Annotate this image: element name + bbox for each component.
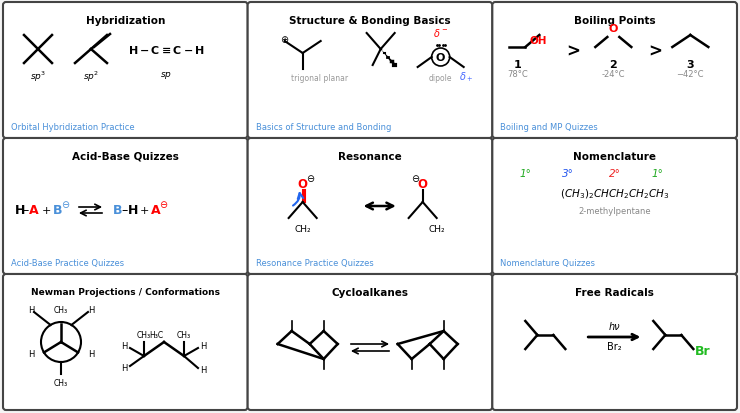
Text: 1°: 1°	[651, 169, 663, 178]
Polygon shape	[380, 50, 394, 68]
Text: –: –	[23, 204, 29, 217]
FancyBboxPatch shape	[3, 3, 248, 139]
Text: $(CH_3)_2CHCH_2CH_2CH_3$: $(CH_3)_2CHCH_2CH_2CH_3$	[560, 187, 669, 200]
Text: H: H	[88, 350, 94, 358]
Text: $\delta_+$: $\delta_+$	[459, 70, 473, 83]
Text: O: O	[297, 178, 308, 191]
Text: hν: hν	[608, 321, 620, 331]
Text: H: H	[28, 350, 34, 358]
Text: +: +	[139, 206, 149, 216]
Text: ⊖: ⊖	[159, 199, 167, 209]
Text: Orbital Hybridization Practice: Orbital Hybridization Practice	[11, 123, 135, 132]
Text: O: O	[608, 24, 618, 34]
Text: $sp^2$: $sp^2$	[83, 70, 99, 84]
Text: CH₃: CH₃	[54, 305, 68, 314]
Text: H₃C: H₃C	[149, 330, 163, 339]
Text: CH₃: CH₃	[54, 378, 68, 387]
FancyBboxPatch shape	[248, 3, 492, 139]
FancyBboxPatch shape	[248, 139, 492, 274]
Text: OH: OH	[529, 36, 547, 46]
Text: B: B	[113, 204, 123, 217]
Text: Boiling Points: Boiling Points	[574, 16, 656, 26]
Text: 3: 3	[687, 60, 694, 70]
Text: H: H	[200, 342, 206, 351]
Text: A: A	[29, 204, 38, 217]
Text: $\delta^-$: $\delta^-$	[433, 27, 448, 39]
Text: H: H	[121, 363, 128, 373]
Text: H: H	[200, 366, 206, 375]
Text: 3°: 3°	[562, 169, 574, 178]
Text: Resonance Practice Quizzes: Resonance Practice Quizzes	[255, 259, 374, 267]
Text: Nomenclature Quizzes: Nomenclature Quizzes	[500, 259, 596, 267]
Text: Cycloalkanes: Cycloalkanes	[332, 287, 408, 297]
Text: H: H	[121, 342, 128, 351]
Text: −42°C: −42°C	[676, 70, 704, 79]
FancyBboxPatch shape	[492, 3, 737, 139]
Text: Br₂: Br₂	[607, 341, 622, 351]
Text: $sp^3$: $sp^3$	[30, 70, 46, 84]
Text: H: H	[15, 204, 25, 217]
Text: B: B	[53, 204, 63, 217]
Text: 2°: 2°	[610, 169, 622, 178]
Text: ⊕: ⊕	[280, 35, 289, 45]
FancyBboxPatch shape	[3, 139, 248, 274]
Text: >: >	[566, 43, 580, 61]
Text: 2-methylpentane: 2-methylpentane	[579, 207, 651, 216]
Text: -24°C: -24°C	[602, 70, 625, 79]
Text: dipole: dipole	[429, 74, 452, 83]
Text: $\mathbf{H-C{\equiv}C-H}$: $\mathbf{H-C{\equiv}C-H}$	[127, 44, 204, 56]
Text: ⊖: ⊖	[306, 173, 314, 183]
Text: A: A	[151, 204, 161, 217]
Text: H: H	[28, 306, 34, 315]
Text: O: O	[417, 178, 428, 191]
Text: 78°C: 78°C	[507, 70, 528, 79]
FancyBboxPatch shape	[3, 274, 248, 410]
Text: >: >	[648, 43, 662, 61]
Text: $sp$: $sp$	[160, 70, 172, 81]
Text: +: +	[41, 206, 50, 216]
Text: Boiling and MP Quizzes: Boiling and MP Quizzes	[500, 123, 598, 132]
Text: Basics of Structure and Bonding: Basics of Structure and Bonding	[255, 123, 391, 132]
Text: CH₃: CH₃	[137, 330, 151, 339]
Text: Free Radicals: Free Radicals	[575, 287, 654, 297]
Text: Acid-Base Quizzes: Acid-Base Quizzes	[72, 152, 179, 161]
Text: Structure & Bonding Basics: Structure & Bonding Basics	[289, 16, 451, 26]
Text: Nomenclature: Nomenclature	[574, 152, 656, 161]
FancyBboxPatch shape	[492, 139, 737, 274]
Text: H: H	[88, 306, 94, 315]
Text: CH₂: CH₂	[428, 224, 445, 233]
Text: Newman Projections / Conformations: Newman Projections / Conformations	[31, 287, 220, 296]
Text: ⊖: ⊖	[61, 199, 69, 209]
FancyBboxPatch shape	[492, 274, 737, 410]
FancyBboxPatch shape	[248, 274, 492, 410]
Text: Br: Br	[696, 345, 711, 358]
Text: trigonal planar: trigonal planar	[292, 74, 349, 83]
Text: O: O	[436, 53, 445, 63]
Text: Hybridization: Hybridization	[86, 16, 165, 26]
Text: CH₂: CH₂	[295, 224, 311, 233]
Text: Resonance: Resonance	[338, 152, 402, 161]
Text: ⊖: ⊖	[411, 173, 420, 183]
Text: Acid-Base Practice Quizzes: Acid-Base Practice Quizzes	[11, 259, 124, 267]
Text: –: –	[122, 204, 128, 217]
Text: CH₃: CH₃	[177, 330, 191, 339]
Text: 1°: 1°	[519, 169, 531, 178]
Text: H: H	[128, 204, 138, 217]
Text: 2: 2	[610, 60, 617, 70]
Text: 1: 1	[514, 60, 521, 70]
